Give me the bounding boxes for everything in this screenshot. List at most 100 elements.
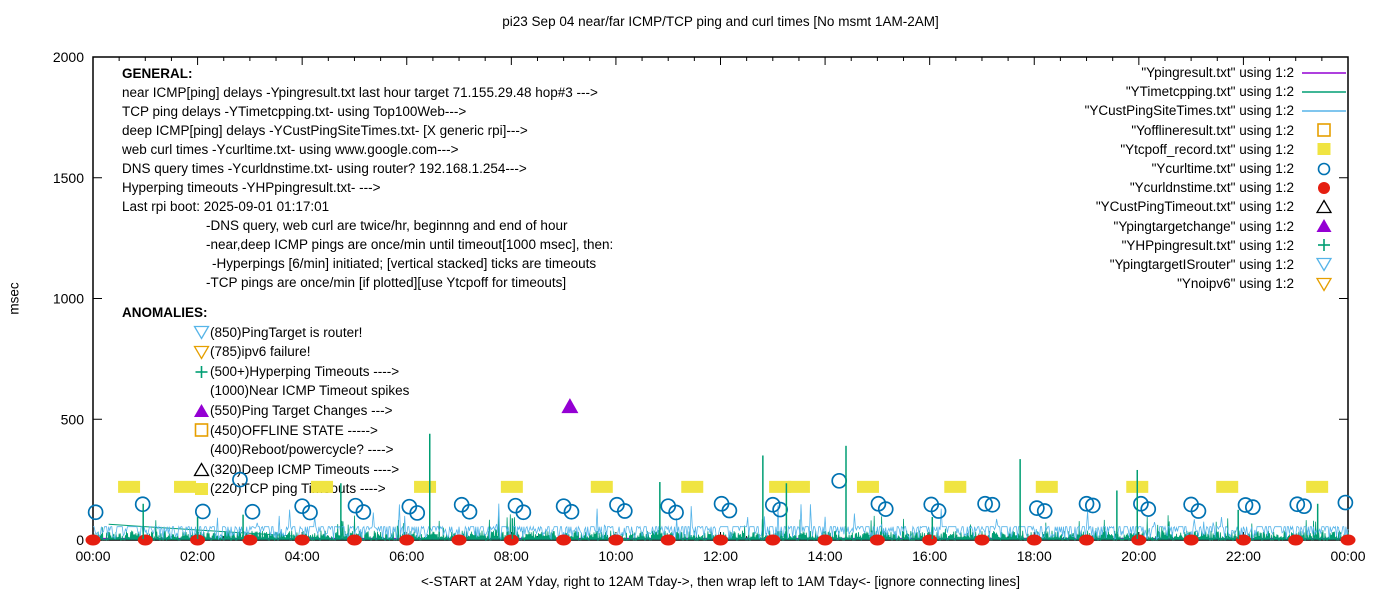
series-Ytcpoff_record.txt-point (787, 480, 810, 493)
general-line-5: Hyperping timeouts -YHPpingresult.txt- -… (122, 180, 381, 195)
anomaly-item-2: (500+)Hyperping Timeouts ----> (193, 362, 409, 382)
series-YTimetcpping.txt-connector (108, 523, 318, 539)
series-Ycurltime.txt-point (515, 504, 532, 521)
series-Ycurldnstime.txt-point (242, 534, 258, 546)
legend-item-6: "Ycurldnstime.txt" using 1:2 (1085, 178, 1350, 197)
anomaly-text: (320)Deep ICMP Timeouts ----> (210, 461, 400, 477)
legend-label: "Ynoipv6" using 1:2 (1177, 276, 1294, 292)
series-Ycurltime.txt-point (721, 502, 738, 519)
series-Ycurltime.txt-point (461, 503, 478, 520)
line-icon (1298, 103, 1350, 119)
general-line-7: -DNS query, web curl are twice/hr, begin… (206, 218, 568, 233)
x-axis-caption: <-START at 2AM Yday, right to 12AM Tday-… (421, 574, 1020, 589)
series-Ytcpoff_record.txt-point (1126, 480, 1149, 493)
series-Ytcpoff_record.txt-point (414, 480, 437, 493)
triangle-filled-icon (1298, 218, 1350, 234)
series-Ycurldnstime.txt-point (294, 534, 310, 546)
legend-label: "Yofflineresult.txt" using 1:2 (1131, 122, 1294, 138)
series-Ycurldnstime.txt-point (1131, 534, 1147, 546)
anomaly-marker-spacer (193, 442, 210, 458)
series-Ycurltime.txt-point (609, 496, 625, 513)
series-YCustPingSiteTimes.txt (93, 503, 1349, 541)
legend-item-2: "YCustPingSiteTimes.txt" using 1:2 (1085, 101, 1350, 120)
plus-icon (193, 364, 210, 380)
series-Ycurldnstime.txt-point (137, 534, 153, 546)
series-Ycurldnstime.txt-point (1079, 534, 1095, 546)
series-Ycurltime.txt-point (1029, 500, 1045, 516)
series-Ycurldnstime.txt-point (556, 534, 572, 546)
series-Ycurltime.txt-point (401, 498, 418, 515)
general-line-0: near ICMP[ping] delays -Ypingresult.txt … (122, 85, 598, 100)
y-tick-label: 2000 (53, 49, 84, 65)
series-Ytcpoff_record.txt-point (681, 480, 704, 493)
series-Ycurltime.txt-point (1140, 501, 1157, 517)
series-Ycurltime.txt-point (1237, 497, 1254, 513)
legend-label: "Ypingtargetchange" using 1:2 (1113, 218, 1294, 234)
x-tick-label: 22:00 (1226, 548, 1261, 564)
legend-item-9: "YHPpingresult.txt" using 1:2 (1085, 236, 1350, 255)
anomaly-text: (550)Ping Target Changes ---> (210, 402, 393, 418)
general-line-10: -TCP pings are once/min [if plotted][use… (206, 275, 567, 290)
triangle-open-icon (1298, 199, 1350, 215)
series-Ytcpoff_record.txt-point (1035, 480, 1058, 493)
square-filled-icon (1298, 141, 1350, 157)
triangle-open-icon (193, 461, 210, 478)
general-line-6: Last rpi boot: 2025-09-01 01:17:01 (122, 199, 330, 214)
series-Ycurldnstime.txt-point (608, 534, 624, 546)
series-Ycurldnstime.txt-point (922, 534, 938, 546)
series-Ycurltime.txt-point (244, 503, 261, 520)
general-line-3: web curl times -Ycurltime.txt- using www… (122, 142, 459, 157)
anomaly-item-0: (850)PingTarget is router! (193, 323, 409, 343)
series-Ytcpoff_record.txt-point (500, 480, 523, 493)
series-Ycurldnstime.txt-point (1026, 534, 1042, 546)
x-tick-label: 18:00 (1017, 548, 1052, 564)
anomalies-heading: ANOMALIES: (122, 305, 208, 320)
series-Ycurltime.txt-point (1289, 496, 1306, 513)
y-tick-label: 1000 (53, 291, 84, 307)
series-Ytcpoff_record.txt-point (590, 480, 613, 493)
series-Ycurltime.txt-point (1244, 499, 1261, 516)
circle-filled-icon (1298, 180, 1350, 196)
legend-item-3: "Yofflineresult.txt" using 1:2 (1085, 121, 1350, 140)
series-Ycurltime.txt-point (870, 495, 887, 512)
x-tick-label: 06:00 (389, 548, 424, 564)
down-triangle-open-icon (193, 344, 210, 360)
legend-item-4: "Ytcpoff_record.txt" using 1:2 (1085, 140, 1350, 159)
series-Ycurldnstime.txt-point (817, 534, 833, 546)
y-tick-label: 500 (61, 411, 85, 427)
circle-open-icon (1298, 161, 1350, 177)
anomaly-item-7: (320)Deep ICMP Timeouts ----> (193, 460, 409, 480)
series-Ycurldnstime.txt-point (1340, 534, 1356, 546)
series-YTimetcpping.txt (92, 514, 1349, 542)
anomaly-marker-spacer (193, 383, 210, 399)
general-line-4: DNS query times -Ycurldnstime.txt- using… (122, 161, 527, 176)
series-Ycurldnstime.txt-point (346, 534, 362, 546)
legend-label: "Ypingresult.txt" using 1:2 (1141, 65, 1294, 81)
series-Ycurltime.txt-point (409, 505, 426, 521)
down-triangle-open-icon (1298, 276, 1350, 292)
series-Ycurltime.txt-point (668, 504, 684, 521)
legend-label: "Ytcpoff_record.txt" using 1:2 (1120, 141, 1294, 157)
series-Ycurldnstime.txt-point (974, 534, 990, 546)
series-Ycurltime.txt-point (347, 497, 364, 514)
anomaly-text: (450)OFFLINE STATE -----> (210, 422, 378, 438)
series-Ytcpoff_record.txt-point (1216, 480, 1239, 493)
plot-legend: "Ypingresult.txt" using 1:2 "YTimetcpping… (1085, 63, 1350, 293)
y-tick-label: 0 (76, 532, 84, 548)
series-Ycurldnstime.txt-point (399, 534, 415, 546)
legend-label: "YHPpingresult.txt" using 1:2 (1121, 237, 1294, 253)
x-tick-label: 14:00 (808, 548, 843, 564)
anomaly-text: (400)Reboot/powercycle? ----> (210, 442, 394, 458)
series-Ycurldnstime.txt-point (765, 534, 781, 546)
series-Ycurldnstime.txt-point (1235, 534, 1251, 546)
series-Ycurldnstime.txt-point (451, 534, 467, 546)
series-Ycurltime.txt-point (984, 496, 1001, 513)
square-filled-icon (193, 481, 210, 497)
series-Ytcpoff_record.txt-point (1306, 480, 1329, 493)
series-Ycurldnstime.txt-point (660, 534, 676, 546)
triangle-filled-icon (193, 403, 210, 419)
series-Ycurldnstime.txt-point (503, 534, 519, 546)
series-Ycurltime.txt-point (194, 503, 211, 520)
series-Ycurltime.txt-point (1133, 495, 1149, 512)
